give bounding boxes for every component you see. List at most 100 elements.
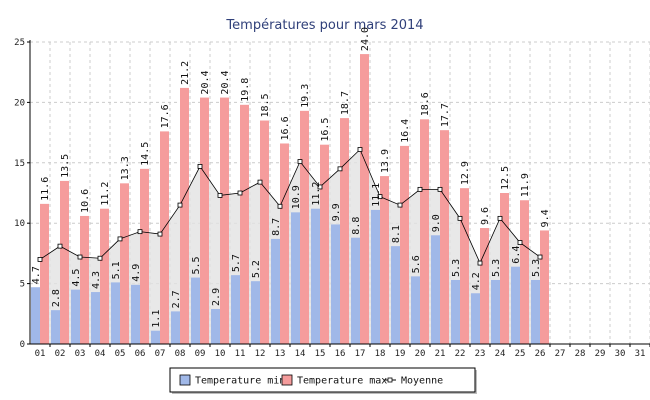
average-line	[37, 147, 543, 266]
y-tick-label: 5	[20, 280, 25, 290]
x-tick-label: 21	[435, 349, 446, 359]
min-temp-bar	[51, 310, 60, 344]
max-temp-label: 10.6	[80, 189, 91, 213]
min-temp-label: 5.2	[251, 260, 262, 278]
min-temp-label: 6.4	[511, 246, 522, 264]
average-point	[157, 231, 163, 237]
x-tick-label: 10	[215, 349, 226, 359]
max-temp-bar	[200, 97, 209, 345]
average-point	[217, 193, 223, 198]
max-temp-label: 18.6	[420, 92, 431, 116]
average-point	[477, 260, 483, 266]
max-temp-label: 16.4	[400, 119, 411, 143]
x-tick-label: 20	[415, 349, 426, 359]
min-temp-label: 5.3	[491, 259, 502, 277]
min-temp-bar	[491, 279, 500, 344]
x-tick-label: 27	[555, 349, 566, 359]
average-point	[397, 202, 403, 208]
x-tick-label: 02	[55, 349, 66, 359]
max-temp-label: 16.6	[280, 116, 291, 140]
x-tick-label: 14	[295, 349, 306, 359]
max-temp-bar	[280, 143, 289, 344]
min-temp-label: 9.0	[431, 214, 442, 232]
average-point	[77, 254, 83, 260]
max-temp-bar	[100, 208, 109, 344]
x-tick-label: 05	[115, 349, 126, 359]
average-point	[357, 147, 363, 152]
average-point	[417, 186, 423, 192]
max-temp-label: 16.5	[320, 118, 331, 142]
min-temp-label: 4.2	[471, 272, 482, 290]
max-temp-label: 20.4	[200, 70, 211, 94]
min-temp-bar	[231, 275, 240, 344]
max-temp-bar	[300, 110, 309, 344]
max-temp-label: 9.4	[540, 209, 551, 227]
min-temp-label: 4.7	[31, 266, 42, 284]
average-point	[257, 179, 263, 185]
max-temp-bar	[420, 119, 429, 344]
chart-title: Températures pour mars 2014	[225, 18, 423, 33]
min-temp-label: 10.9	[291, 185, 302, 209]
x-tick-label: 17	[355, 349, 366, 359]
min-temp-bar	[131, 284, 140, 344]
max-temp-bar	[240, 104, 249, 344]
min-temp-bar	[191, 277, 200, 344]
max-temp-label: 17.7	[440, 103, 451, 127]
average-point	[457, 215, 463, 221]
x-tick-label: 04	[95, 349, 106, 359]
min-temp-bar	[271, 238, 280, 344]
max-temp-bar	[320, 144, 329, 344]
max-temp-label: 13.5	[60, 154, 71, 178]
max-temp-label: 12.5	[500, 166, 511, 190]
min-temp-label: 4.5	[71, 269, 82, 287]
max-temp-bar	[360, 54, 369, 345]
min-temp-bar	[151, 330, 160, 344]
min-temp-bar	[291, 212, 300, 344]
average-point	[177, 202, 183, 208]
x-tick-label: 08	[175, 349, 186, 359]
max-temp-label: 13.3	[120, 156, 131, 180]
min-temp-bar	[531, 279, 540, 344]
min-temp-label: 5.3	[451, 259, 462, 277]
x-tick-label: 22	[455, 349, 466, 359]
max-temp-label: 18.7	[340, 91, 351, 115]
average-point	[437, 186, 443, 192]
max-temp-bar	[400, 145, 409, 344]
max-temp-bar	[340, 118, 349, 344]
x-tick-label: 29	[595, 349, 606, 359]
min-temp-bar	[471, 293, 480, 344]
min-temp-label: 5.7	[231, 254, 242, 272]
min-temp-bar	[211, 308, 220, 344]
x-tick-label: 01	[35, 349, 46, 359]
max-temp-label: 17.6	[160, 104, 171, 128]
max-temp-label: 21.2	[180, 61, 191, 85]
min-temp-label: 5.3	[531, 259, 542, 277]
min-temp-label: 1.1	[151, 310, 162, 328]
max-temp-bar	[520, 200, 529, 344]
min-temp-bar	[171, 311, 180, 344]
max-temp-label: 18.5	[260, 93, 271, 117]
max-temp-bar	[80, 215, 89, 344]
average-line-path	[39, 148, 541, 265]
min-temp-label: 8.1	[391, 225, 402, 243]
min-temp-label: 2.7	[171, 290, 182, 308]
y-tick-label: 10	[14, 219, 25, 229]
max-temp-label: 11.2	[100, 182, 111, 206]
x-tick-label: 16	[335, 349, 346, 359]
average-point	[57, 243, 63, 249]
average-point	[237, 190, 243, 196]
max-temp-bar	[160, 131, 169, 344]
average-point	[317, 184, 323, 190]
min-temp-label: 5.5	[191, 256, 202, 274]
max-temp-bar	[40, 203, 49, 344]
max-temp-label: 12.9	[460, 161, 471, 185]
min-temp-bar	[311, 208, 320, 344]
x-tick-label: 24	[495, 349, 506, 359]
min-temp-bar	[351, 237, 360, 344]
min-temp-label: 11.1	[371, 183, 382, 207]
average-point	[97, 255, 103, 261]
min-temp-bar	[71, 289, 80, 344]
min-temp-label: 2.9	[211, 288, 222, 306]
min-temp-bar	[451, 279, 460, 344]
